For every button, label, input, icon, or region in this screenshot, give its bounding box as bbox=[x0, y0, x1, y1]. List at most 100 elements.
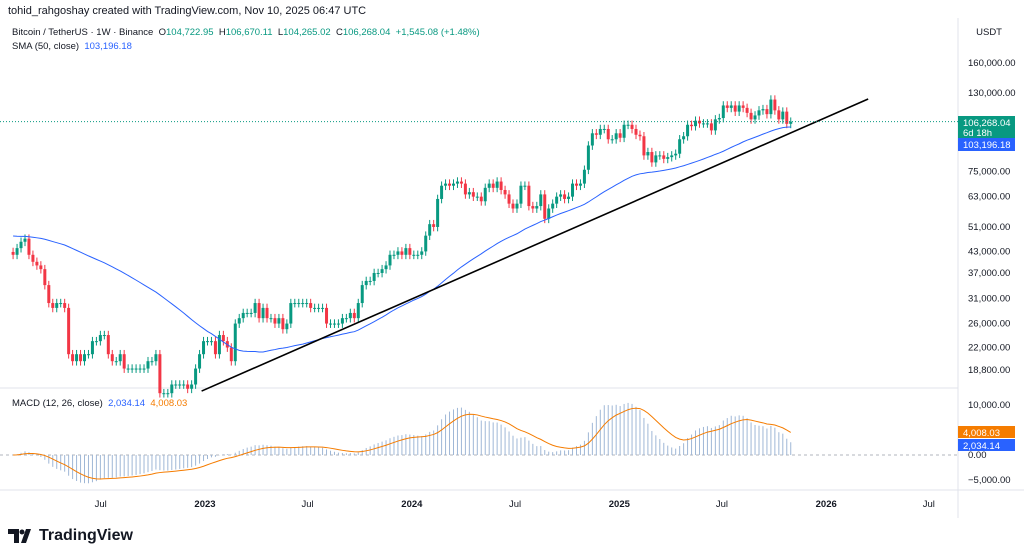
candle-body bbox=[213, 341, 217, 355]
candle-body bbox=[102, 335, 106, 337]
candle-body bbox=[75, 354, 79, 362]
time-tick-label: 2023 bbox=[194, 499, 215, 510]
candle-body bbox=[511, 203, 515, 209]
candle-body bbox=[47, 285, 51, 304]
candle-body bbox=[614, 133, 618, 140]
price-tick-label: 31,000.00 bbox=[968, 293, 1010, 304]
candle-body bbox=[555, 196, 559, 204]
candle-body bbox=[765, 109, 769, 115]
candle-body bbox=[666, 157, 670, 159]
candle-body bbox=[753, 115, 757, 120]
candle-body bbox=[523, 185, 527, 187]
candle-body bbox=[138, 368, 142, 370]
candle-body bbox=[245, 312, 249, 314]
candle-body bbox=[499, 181, 503, 190]
candle-body bbox=[257, 303, 261, 319]
candle-body bbox=[146, 361, 150, 369]
candle-body bbox=[420, 251, 424, 255]
candle-body bbox=[384, 265, 388, 270]
candle-body bbox=[134, 368, 138, 370]
candle-body bbox=[309, 303, 313, 308]
candle-body bbox=[495, 181, 499, 188]
candle-body bbox=[701, 123, 705, 125]
macd-label[interactable]: MACD (12, 26, close) bbox=[12, 398, 103, 409]
open-value: 104,722.95 bbox=[166, 27, 214, 38]
candle-body bbox=[86, 354, 90, 356]
candle-body bbox=[444, 183, 448, 186]
candle-body bbox=[158, 354, 162, 394]
candle-body bbox=[741, 105, 745, 108]
candle-body bbox=[325, 307, 329, 324]
candle-body bbox=[297, 303, 301, 305]
candle-body bbox=[55, 303, 59, 308]
candle-body bbox=[376, 272, 380, 274]
candle-body bbox=[249, 312, 253, 314]
candle-body bbox=[186, 384, 190, 389]
candle-body bbox=[574, 183, 578, 186]
price-tick-label: 26,000.00 bbox=[968, 319, 1010, 330]
candle-body bbox=[622, 124, 626, 138]
candle-body bbox=[392, 254, 396, 256]
candle-body bbox=[749, 112, 753, 120]
low-label: L bbox=[277, 27, 284, 38]
candle-body bbox=[515, 203, 519, 209]
candle-body bbox=[725, 105, 729, 108]
currency-label[interactable]: USDT bbox=[976, 27, 1002, 38]
candle-body bbox=[372, 272, 376, 281]
candle-body bbox=[273, 318, 277, 324]
candle-body bbox=[491, 183, 495, 188]
candle-body bbox=[467, 192, 471, 195]
tradingview-logo: TradingView bbox=[8, 527, 133, 545]
close-label: C bbox=[335, 27, 343, 38]
candle-body bbox=[110, 354, 114, 362]
candle-body bbox=[483, 187, 487, 202]
candle-body bbox=[733, 105, 737, 112]
candle-body bbox=[63, 303, 67, 308]
candle-body bbox=[686, 124, 690, 137]
candle-body bbox=[265, 307, 269, 319]
macd-tick-label: −5,000.00 bbox=[968, 475, 1011, 486]
candle-body bbox=[348, 312, 352, 319]
candle-body bbox=[19, 241, 23, 249]
candle-body bbox=[463, 183, 467, 195]
symbol-name[interactable]: Bitcoin / TetherUS · 1W · Binance bbox=[12, 27, 154, 38]
candle-body bbox=[11, 251, 15, 255]
candle-body bbox=[209, 341, 213, 343]
candle-body bbox=[674, 153, 678, 156]
candle-body bbox=[547, 208, 551, 219]
candle-body bbox=[202, 341, 206, 355]
signal-value: 4,008.03 bbox=[150, 398, 188, 409]
candle-body bbox=[237, 318, 241, 324]
price-tick-label: 43,000.00 bbox=[968, 246, 1010, 257]
candle-body bbox=[662, 155, 666, 159]
candle-body bbox=[785, 111, 789, 124]
symbol-legend: Bitcoin / TetherUS · 1W · Binance O104,7… bbox=[12, 26, 480, 54]
sma-price-label-box bbox=[958, 138, 1015, 151]
candle-body bbox=[221, 335, 225, 342]
candle-body bbox=[638, 134, 642, 137]
candle-body bbox=[436, 198, 440, 227]
candle-body bbox=[293, 303, 297, 305]
candle-body bbox=[654, 155, 658, 163]
time-tick-label: 2025 bbox=[609, 499, 631, 510]
candle-body bbox=[71, 354, 75, 362]
candle-body bbox=[773, 99, 777, 111]
candle-body bbox=[682, 136, 686, 140]
high-value: 106,670.11 bbox=[225, 27, 273, 38]
candle-body bbox=[598, 128, 602, 135]
candle-body bbox=[162, 393, 166, 395]
price-chart[interactable]: 160,000.00 130,000.00 75,000.00 63,000.00 51… bbox=[0, 18, 1024, 518]
candle-body bbox=[428, 224, 432, 236]
candle-body bbox=[178, 384, 182, 386]
candle-body bbox=[317, 307, 321, 309]
candle-body bbox=[571, 183, 575, 197]
candle-body bbox=[531, 206, 535, 209]
candle-body bbox=[206, 341, 210, 343]
candle-body bbox=[364, 280, 368, 286]
macd-tick-label: 0.00 bbox=[968, 450, 987, 461]
candle-body bbox=[459, 181, 463, 184]
candle-body bbox=[396, 251, 400, 255]
candle-body bbox=[634, 128, 638, 135]
candle-body bbox=[729, 105, 733, 108]
sma-label[interactable]: SMA (50, close) bbox=[12, 41, 80, 52]
